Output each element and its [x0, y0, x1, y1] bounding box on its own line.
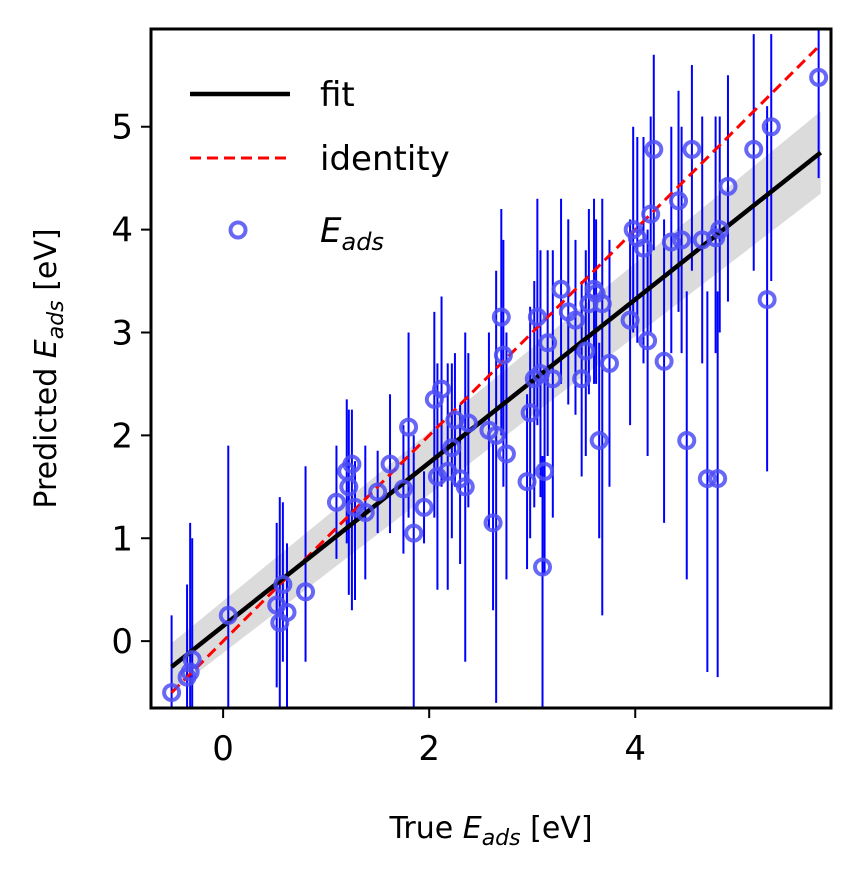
data-point	[533, 557, 553, 577]
y-tick-label: 5	[111, 108, 133, 148]
data-point	[708, 469, 728, 489]
data-point	[551, 279, 571, 299]
data-point	[517, 472, 537, 492]
data-point	[718, 176, 738, 196]
line-layer	[170, 43, 823, 694]
data-point	[520, 403, 540, 423]
data-point	[682, 139, 702, 159]
y-tick-label: 0	[111, 622, 133, 662]
data-point	[589, 431, 609, 451]
data-point	[339, 477, 359, 497]
data-point	[599, 353, 619, 373]
data-point	[565, 310, 585, 330]
tick-layer: 0 2 4 0 1 2 3 4 5	[111, 108, 646, 769]
data-point	[661, 232, 681, 252]
x-tick-label: 4	[624, 729, 646, 769]
x-axis-title: True Eads [eV]	[388, 811, 592, 851]
plot-frame	[149, 27, 833, 710]
data-point	[442, 438, 462, 458]
x-tick-label: 2	[418, 729, 440, 769]
data-point	[638, 331, 658, 351]
data-point	[757, 290, 777, 310]
data-point	[672, 230, 692, 250]
data-point	[162, 683, 182, 703]
x-tick-label: 0	[212, 729, 234, 769]
y-tick-label: 4	[111, 211, 133, 251]
data-point	[644, 139, 664, 159]
y-tick-label: 2	[111, 416, 133, 456]
data-point	[399, 417, 419, 437]
data-point	[326, 492, 346, 512]
data-point	[455, 477, 475, 497]
data-point	[710, 220, 730, 240]
data-point	[592, 294, 612, 314]
legend-identity-label: identity	[320, 139, 450, 179]
data-point	[572, 369, 592, 389]
data-point	[538, 333, 558, 353]
data-point	[393, 479, 413, 499]
data-point	[641, 204, 661, 224]
legend-eads-label: Eads	[320, 211, 384, 256]
data-point	[654, 351, 674, 371]
data-point	[527, 307, 547, 327]
legend: fit identity Eads	[190, 75, 450, 256]
data-point	[404, 523, 424, 543]
data-point	[535, 461, 555, 481]
data-point	[761, 117, 781, 137]
y-axis-title: Predicted Eads [eV]	[29, 228, 69, 508]
legend-eads-marker	[228, 220, 248, 240]
data-point	[620, 310, 640, 330]
data-point	[182, 650, 202, 670]
point-layer	[162, 67, 829, 703]
data-point	[218, 605, 238, 625]
data-point	[486, 425, 506, 445]
data-point	[543, 369, 563, 389]
data-point	[342, 454, 362, 474]
fit-line	[170, 150, 823, 669]
data-point	[491, 307, 511, 327]
data-point	[669, 191, 689, 211]
data-point	[458, 413, 478, 433]
data-point	[414, 497, 434, 517]
data-point	[496, 444, 516, 464]
y-tick-label: 1	[111, 519, 133, 559]
y-tick-label: 3	[111, 313, 133, 353]
data-point	[180, 662, 200, 682]
data-point	[355, 503, 375, 523]
data-point	[368, 482, 388, 502]
data-point	[677, 431, 697, 451]
legend-fit-label: fit	[320, 75, 355, 115]
data-point	[296, 582, 316, 602]
data-point	[483, 513, 503, 533]
data-point	[633, 238, 653, 258]
data-point	[493, 345, 513, 365]
data-point	[744, 139, 764, 159]
data-point	[809, 67, 829, 87]
data-point	[432, 379, 452, 399]
data-point	[576, 341, 596, 361]
data-point	[697, 469, 717, 489]
data-point	[380, 454, 400, 474]
data-point	[277, 602, 297, 622]
data-point	[273, 575, 293, 595]
